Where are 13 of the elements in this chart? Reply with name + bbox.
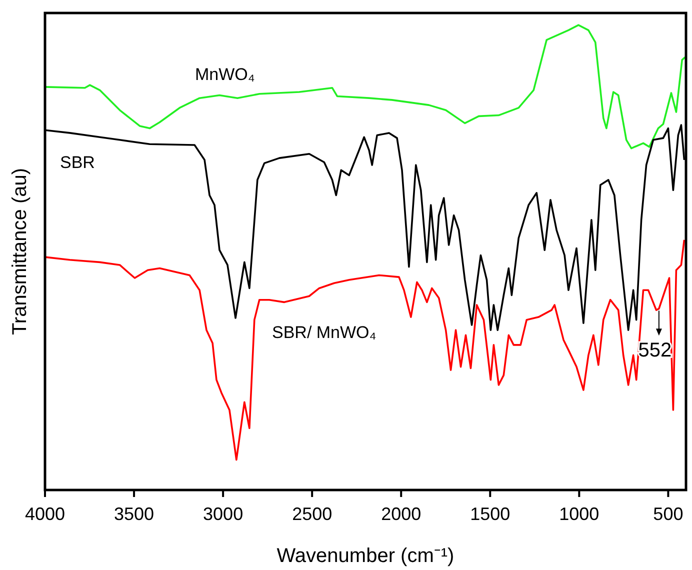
- x-tick-label: 1500: [470, 504, 510, 524]
- x-tick-label: 500: [653, 504, 684, 524]
- x-tick-label: 3500: [114, 504, 154, 524]
- x-tick-label: 2500: [292, 504, 332, 524]
- series-label: SBR/ MnWO₄: [272, 323, 376, 342]
- x-tick-label: 3000: [203, 504, 244, 524]
- x-tick-label: 1000: [559, 504, 600, 524]
- y-axis-title: Transmittance (au): [9, 168, 31, 336]
- series-label: MnWO₄: [195, 65, 255, 84]
- series-label: SBR: [60, 153, 95, 172]
- x-tick-label: 2000: [381, 504, 422, 524]
- x-tick-label: 4000: [24, 504, 66, 524]
- x-axis-title: Wavenumber (cm⁻¹): [276, 545, 454, 567]
